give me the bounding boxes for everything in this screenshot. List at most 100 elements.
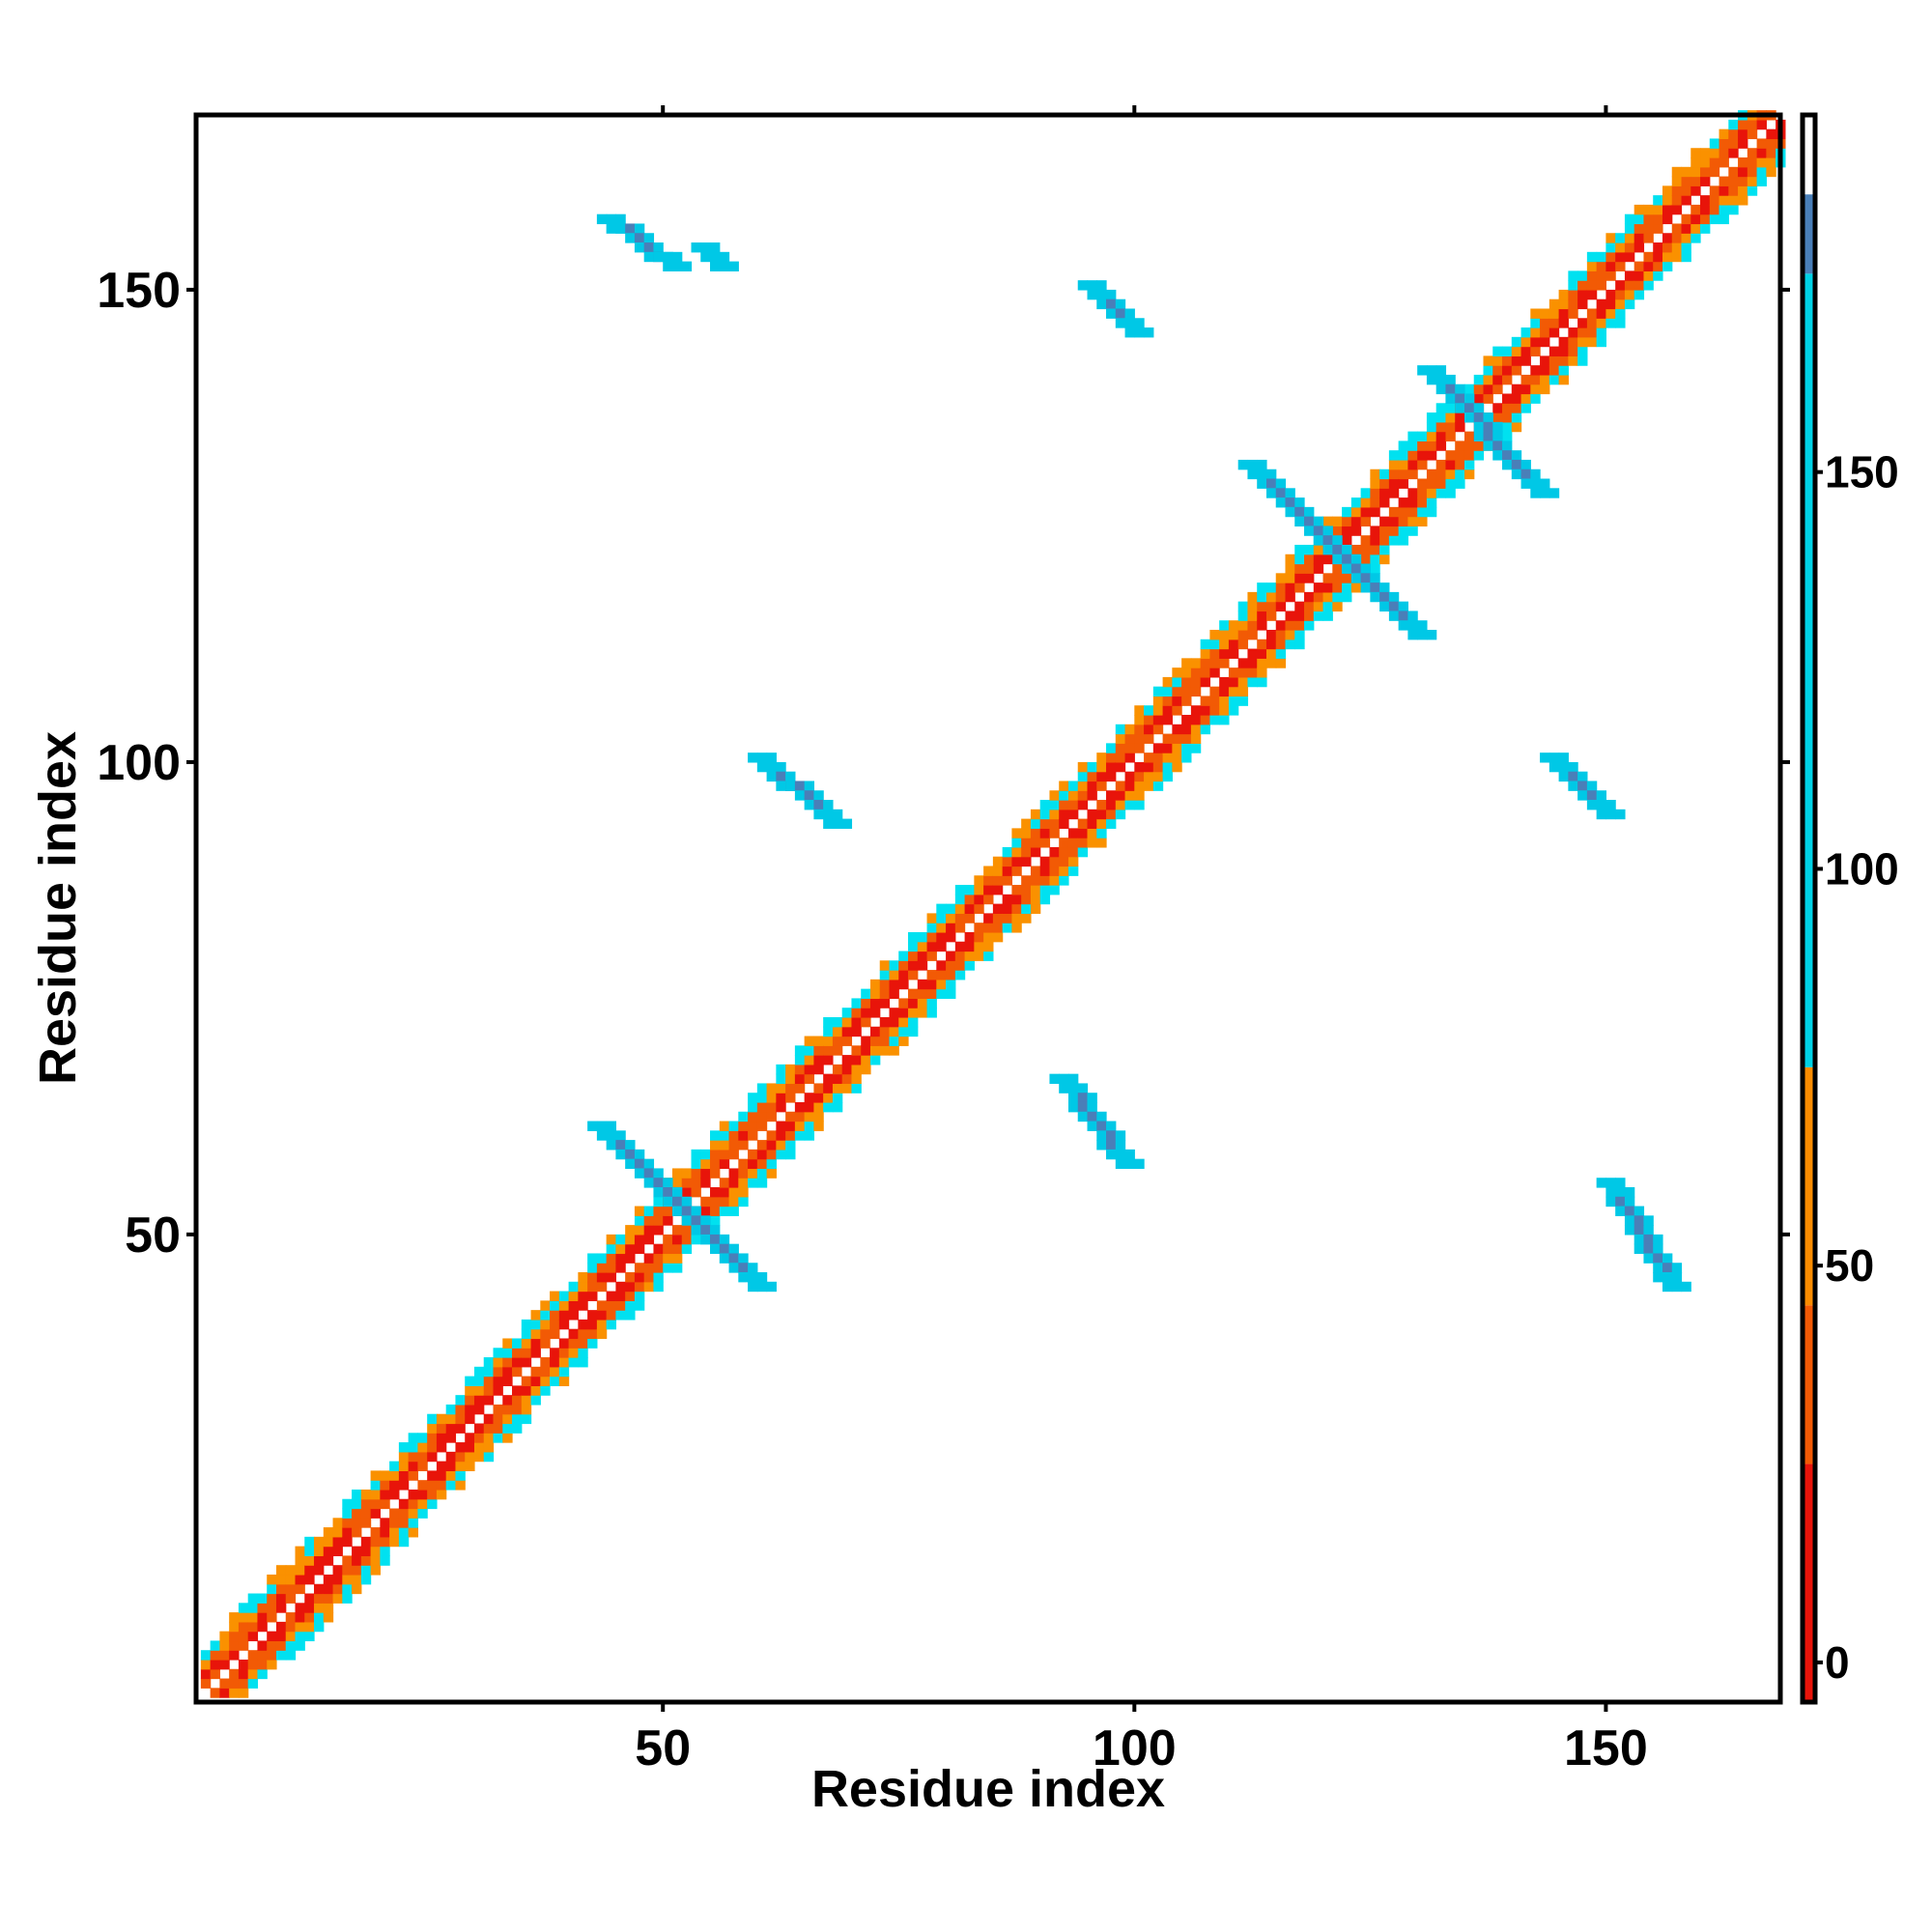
heatmap-cell <box>1492 384 1503 395</box>
heatmap-cell <box>1473 393 1485 404</box>
heatmap-cell <box>1096 289 1107 300</box>
heatmap-cell <box>304 1593 315 1604</box>
heatmap-cell <box>1087 1121 1097 1131</box>
heatmap-cell <box>550 1328 560 1340</box>
heatmap-cell <box>946 979 956 990</box>
heatmap-cell <box>1039 875 1051 886</box>
heatmap-cell <box>1596 790 1606 801</box>
heatmap-cell <box>1294 573 1305 583</box>
heatmap-cell <box>1200 668 1210 678</box>
heatmap-cell <box>1483 384 1493 395</box>
heatmap-cell <box>1700 223 1711 234</box>
heatmap-cell <box>1586 251 1598 263</box>
heatmap-cell <box>625 233 636 243</box>
heatmap-cell <box>275 1621 287 1633</box>
heatmap-cell <box>1067 809 1079 820</box>
heatmap-cell <box>342 1593 353 1604</box>
heatmap-cell <box>1398 450 1408 461</box>
heatmap-cell <box>1350 516 1362 527</box>
heatmap-cell <box>794 1130 806 1141</box>
heatmap-cell <box>1473 374 1485 385</box>
heatmap-cell <box>502 1338 513 1349</box>
heatmap-cell <box>1059 800 1069 810</box>
heatmap-cell <box>1115 790 1126 801</box>
heatmap-cell <box>1624 280 1635 291</box>
heatmap-cell <box>1568 355 1578 366</box>
heatmap-cell <box>974 885 984 895</box>
heatmap-cell <box>1653 213 1663 225</box>
heatmap-cell <box>1172 686 1182 697</box>
heatmap-cell <box>1492 421 1503 433</box>
heatmap-cell <box>1653 1234 1663 1245</box>
heatmap-cell <box>653 242 664 253</box>
heatmap-cell <box>398 1527 410 1538</box>
heatmap-cell <box>1257 639 1267 650</box>
heatmap-cell <box>285 1612 297 1623</box>
heatmap-cell <box>841 818 853 829</box>
heatmap-cell <box>1738 166 1748 178</box>
heatmap-cell <box>1039 885 1051 895</box>
heatmap-cell <box>323 1612 334 1623</box>
heatmap-cell <box>352 1489 362 1500</box>
heatmap-cell <box>1700 157 1711 168</box>
colorbar-segment <box>1803 1066 1815 1306</box>
heatmap-cell <box>530 1366 541 1378</box>
heatmap-cell <box>663 251 673 263</box>
heatmap-cell <box>1265 658 1277 668</box>
heatmap-cell <box>342 1574 353 1585</box>
heatmap-cell <box>1407 620 1418 631</box>
heatmap-cell <box>1540 336 1550 348</box>
heatmap-cell <box>1558 753 1569 763</box>
heatmap-cell <box>342 1518 353 1528</box>
heatmap-cell <box>1558 771 1569 782</box>
heatmap-cell <box>615 1253 626 1264</box>
heatmap-cell <box>1662 1281 1673 1293</box>
heatmap-cell <box>954 960 966 971</box>
heatmap-cell <box>851 1016 862 1028</box>
heatmap-cell <box>1011 903 1022 914</box>
heatmap-cell <box>512 1357 523 1368</box>
heatmap-cell <box>1530 469 1541 480</box>
heatmap-cell <box>1709 157 1720 168</box>
heatmap-cell <box>1435 374 1447 385</box>
heatmap-cell <box>295 1546 305 1557</box>
heatmap-cell <box>1039 800 1051 810</box>
heatmap-cell <box>983 866 994 876</box>
heatmap-cell <box>1115 318 1126 328</box>
heatmap-cell <box>889 970 899 980</box>
heatmap-cell <box>794 1045 806 1056</box>
heatmap-cell <box>267 1650 277 1661</box>
heatmap-cell <box>1548 308 1560 319</box>
heatmap-cell <box>710 261 721 271</box>
heatmap-cell <box>954 885 966 895</box>
heatmap-cell <box>530 1395 541 1406</box>
heatmap-cell <box>936 970 947 980</box>
heatmap-cell <box>1728 166 1739 178</box>
heatmap-cell <box>1624 1206 1635 1216</box>
heatmap-cell <box>1605 242 1616 253</box>
heatmap-cell <box>1624 1187 1635 1198</box>
heatmap-cell <box>1709 185 1720 196</box>
heatmap-cell <box>1445 450 1456 461</box>
heatmap-cell <box>861 1045 871 1056</box>
heatmap-cell <box>1511 469 1522 480</box>
heatmap-cell <box>275 1640 287 1651</box>
heatmap-cell <box>700 1215 711 1226</box>
heatmap-cell <box>643 1234 655 1245</box>
heatmap-cell <box>200 1678 212 1689</box>
heatmap-cell <box>1671 1272 1683 1283</box>
heatmap-cell <box>1304 601 1315 612</box>
heatmap-cell <box>521 1404 532 1415</box>
heatmap-cell <box>1237 658 1249 668</box>
heatmap-cell <box>427 1442 438 1453</box>
heatmap-cell <box>1615 289 1626 300</box>
heatmap-cell <box>1322 554 1333 565</box>
heatmap-cell <box>1624 223 1635 234</box>
heatmap-cell <box>710 1158 721 1170</box>
heatmap-cell <box>1455 469 1465 480</box>
heatmap-cell <box>398 1508 410 1519</box>
heatmap-cell <box>1681 1281 1691 1293</box>
heatmap-cell <box>1558 308 1569 319</box>
heatmap-cell <box>653 251 664 263</box>
heatmap-cell <box>1322 611 1333 621</box>
